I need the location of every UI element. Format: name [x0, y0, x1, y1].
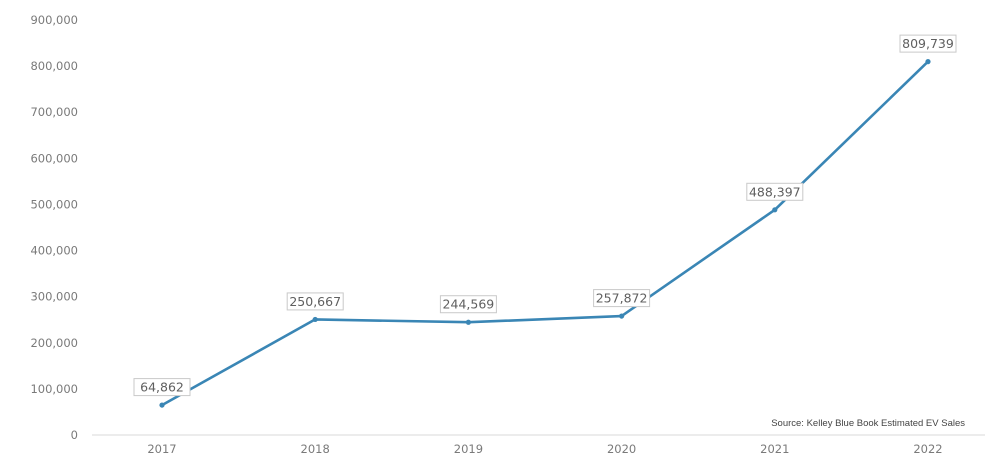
data-label: 250,667 — [286, 292, 344, 311]
data-labels-layer: 64,862 250,667 244,569 257,872 488,397 809,73… — [133, 34, 957, 397]
x-tick-label: 2018 — [301, 442, 330, 455]
data-label-text: 809,739 — [902, 36, 954, 51]
data-label-box — [746, 182, 804, 201]
data-label-text: 244,569 — [443, 297, 495, 312]
x-tick-label: 2022 — [913, 442, 942, 455]
y-axis-ticks: 0 100,000 200,000 300,000 400,000 500,000 600,… — [30, 13, 78, 442]
series-line — [160, 60, 930, 407]
y-tick-label: 900,000 — [30, 13, 78, 27]
y-tick-label: 300,000 — [30, 290, 78, 304]
data-label-box — [133, 378, 191, 397]
x-tick-label: 2019 — [454, 442, 483, 455]
y-tick-label: 700,000 — [30, 105, 78, 119]
data-point — [925, 59, 931, 65]
data-label-box — [439, 295, 497, 314]
source-note: Source: Kelley Blue Book Estimated EV Sa… — [771, 418, 965, 429]
data-label: 244,569 — [439, 295, 497, 314]
data-label-text: 64,862 — [140, 380, 184, 395]
data-point — [159, 402, 165, 408]
y-tick-label: 100,000 — [30, 382, 78, 396]
data-label: 64,862 — [133, 378, 191, 397]
data-point — [772, 207, 778, 213]
y-tick-label: 600,000 — [30, 151, 78, 165]
data-point — [312, 316, 318, 323]
y-tick-label: 800,000 — [30, 59, 78, 73]
x-tick-label: 2017 — [147, 442, 176, 455]
data-label-box — [899, 34, 957, 53]
data-label-text: 257,872 — [596, 291, 648, 306]
y-tick-label: 200,000 — [30, 336, 78, 350]
data-label-box — [593, 289, 651, 308]
x-axis-ticks: 2017 2018 2019 2020 2021 2022 — [147, 442, 942, 455]
y-tick-label: 400,000 — [30, 244, 78, 258]
data-point — [465, 319, 471, 325]
y-tick-label: 500,000 — [30, 197, 78, 211]
data-label-box — [286, 292, 344, 311]
x-tick-label: 2021 — [760, 442, 789, 455]
data-label: 257,872 — [593, 289, 651, 308]
series-layer — [159, 59, 931, 408]
data-label: 488,397 — [746, 182, 804, 201]
data-label-text: 488,397 — [749, 184, 801, 199]
data-point — [619, 313, 625, 319]
y-tick-label: 0 — [71, 428, 78, 442]
x-tick-label: 2020 — [607, 442, 636, 455]
data-label-text: 250,667 — [289, 294, 341, 309]
data-label: 809,739 — [899, 34, 957, 53]
